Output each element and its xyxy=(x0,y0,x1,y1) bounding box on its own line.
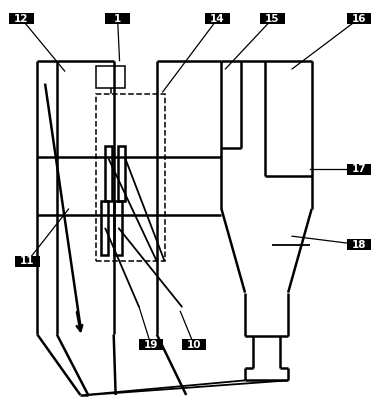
Bar xyxy=(101,201,108,255)
Text: 12: 12 xyxy=(15,14,29,24)
Bar xyxy=(182,339,206,350)
Bar xyxy=(114,201,122,255)
Bar xyxy=(347,239,371,250)
Bar xyxy=(139,339,163,350)
Bar xyxy=(15,256,40,267)
Bar xyxy=(96,94,165,261)
Bar xyxy=(260,13,285,24)
Text: 16: 16 xyxy=(352,14,366,24)
Bar xyxy=(347,13,371,24)
Bar xyxy=(118,146,125,201)
Text: 19: 19 xyxy=(144,340,158,350)
Text: 10: 10 xyxy=(187,340,201,350)
Bar xyxy=(205,13,230,24)
Text: 14: 14 xyxy=(210,14,225,24)
Bar xyxy=(347,164,371,175)
Bar xyxy=(96,66,125,88)
Bar xyxy=(9,13,34,24)
Text: 1: 1 xyxy=(114,14,121,24)
Text: 15: 15 xyxy=(265,14,279,24)
Bar xyxy=(105,13,130,24)
Bar xyxy=(105,146,112,201)
Text: 18: 18 xyxy=(352,240,366,250)
Text: 11: 11 xyxy=(20,256,34,266)
Text: 17: 17 xyxy=(351,164,366,174)
